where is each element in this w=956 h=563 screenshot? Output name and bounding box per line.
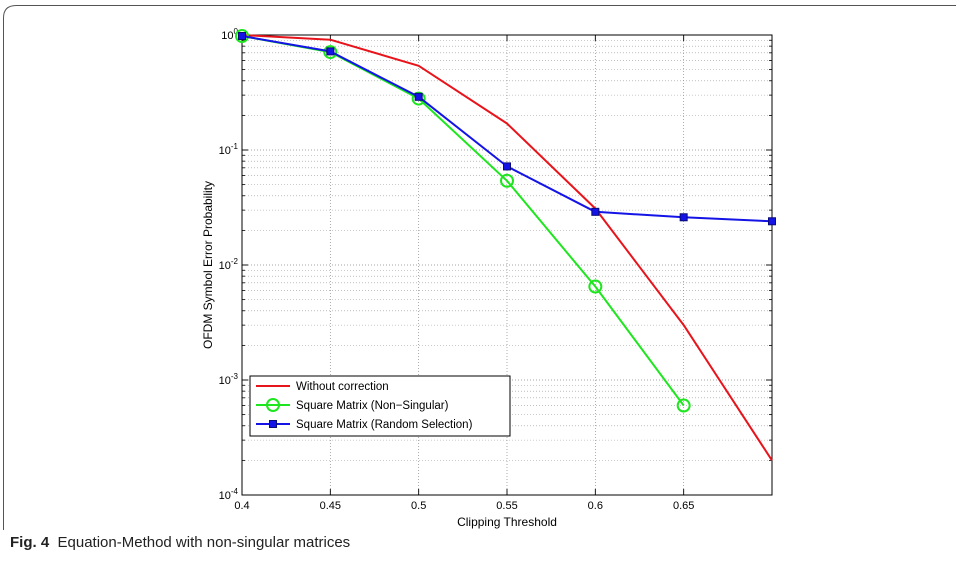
caption-label: Fig. 4 bbox=[10, 534, 50, 551]
legend-item: Square Matrix (Random Selection) bbox=[256, 419, 473, 431]
y-tick-label: 10-3 bbox=[219, 372, 239, 387]
axis-ticks bbox=[241, 34, 772, 496]
y-tick-label: 10-2 bbox=[219, 257, 239, 272]
y-tick-label: 10-1 bbox=[219, 142, 239, 157]
x-tick-label: 0.5 bbox=[411, 500, 426, 512]
legend-box bbox=[249, 375, 511, 437]
y-tick-labels: 100 10-1 10-2 10-3 10-4 bbox=[219, 27, 239, 502]
series-line bbox=[241, 34, 773, 461]
x-tick-label: 0.45 bbox=[320, 500, 341, 512]
y-tick-label: 10-4 bbox=[219, 487, 239, 502]
series-3 bbox=[238, 32, 776, 226]
data-point bbox=[238, 32, 246, 41]
series-1 bbox=[241, 34, 773, 461]
legend-swatch-marker bbox=[269, 420, 277, 428]
data-point bbox=[676, 398, 691, 413]
data-point bbox=[679, 213, 688, 222]
x-tick-label: 0.6 bbox=[588, 500, 603, 512]
legend-swatch-marker bbox=[266, 398, 280, 412]
x-axis-label: Clipping Threshold bbox=[457, 515, 557, 529]
chart: 0.4 0.45 0.5 0.55 0.6 0.65 100 10-1 10-2 10-3 10-… bbox=[3, 5, 956, 530]
legend-label: Square Matrix (Non−Singular) bbox=[296, 400, 449, 412]
x-tick-label: 0.4 bbox=[234, 500, 249, 512]
figure-border bbox=[3, 5, 956, 530]
y-tick-label: 100 bbox=[221, 27, 238, 42]
x-tick-label: 0.55 bbox=[496, 500, 517, 512]
legend-item: Square Matrix (Non−Singular) bbox=[256, 398, 449, 412]
series-2 bbox=[235, 29, 691, 413]
y-axis-label: OFDM Symbol Error Probability bbox=[201, 181, 215, 349]
data-point bbox=[588, 279, 603, 294]
series-layer bbox=[235, 29, 776, 461]
x-tick-label: 0.65 bbox=[673, 500, 694, 512]
data-point bbox=[591, 207, 600, 216]
data-point bbox=[414, 92, 423, 101]
series-line bbox=[241, 35, 685, 407]
figure-caption: Fig. 4 Equation-Method with non-singular… bbox=[10, 534, 350, 551]
caption-text: Equation-Method with non-singular matric… bbox=[57, 534, 351, 551]
data-point bbox=[323, 45, 338, 60]
legend-label: Without correction bbox=[296, 381, 389, 393]
legend-label: Square Matrix (Random Selection) bbox=[296, 419, 473, 431]
data-point bbox=[500, 173, 514, 188]
data-point bbox=[235, 29, 249, 44]
data-point bbox=[326, 47, 335, 56]
x-tick-labels: 0.4 0.45 0.5 0.55 0.6 0.65 bbox=[234, 500, 694, 512]
data-point bbox=[768, 217, 776, 226]
legend: Without correction Square Matrix (Non−Sin… bbox=[249, 375, 511, 437]
legend-item: Without correction bbox=[256, 381, 389, 393]
data-point bbox=[411, 91, 426, 106]
data-point bbox=[503, 162, 511, 171]
